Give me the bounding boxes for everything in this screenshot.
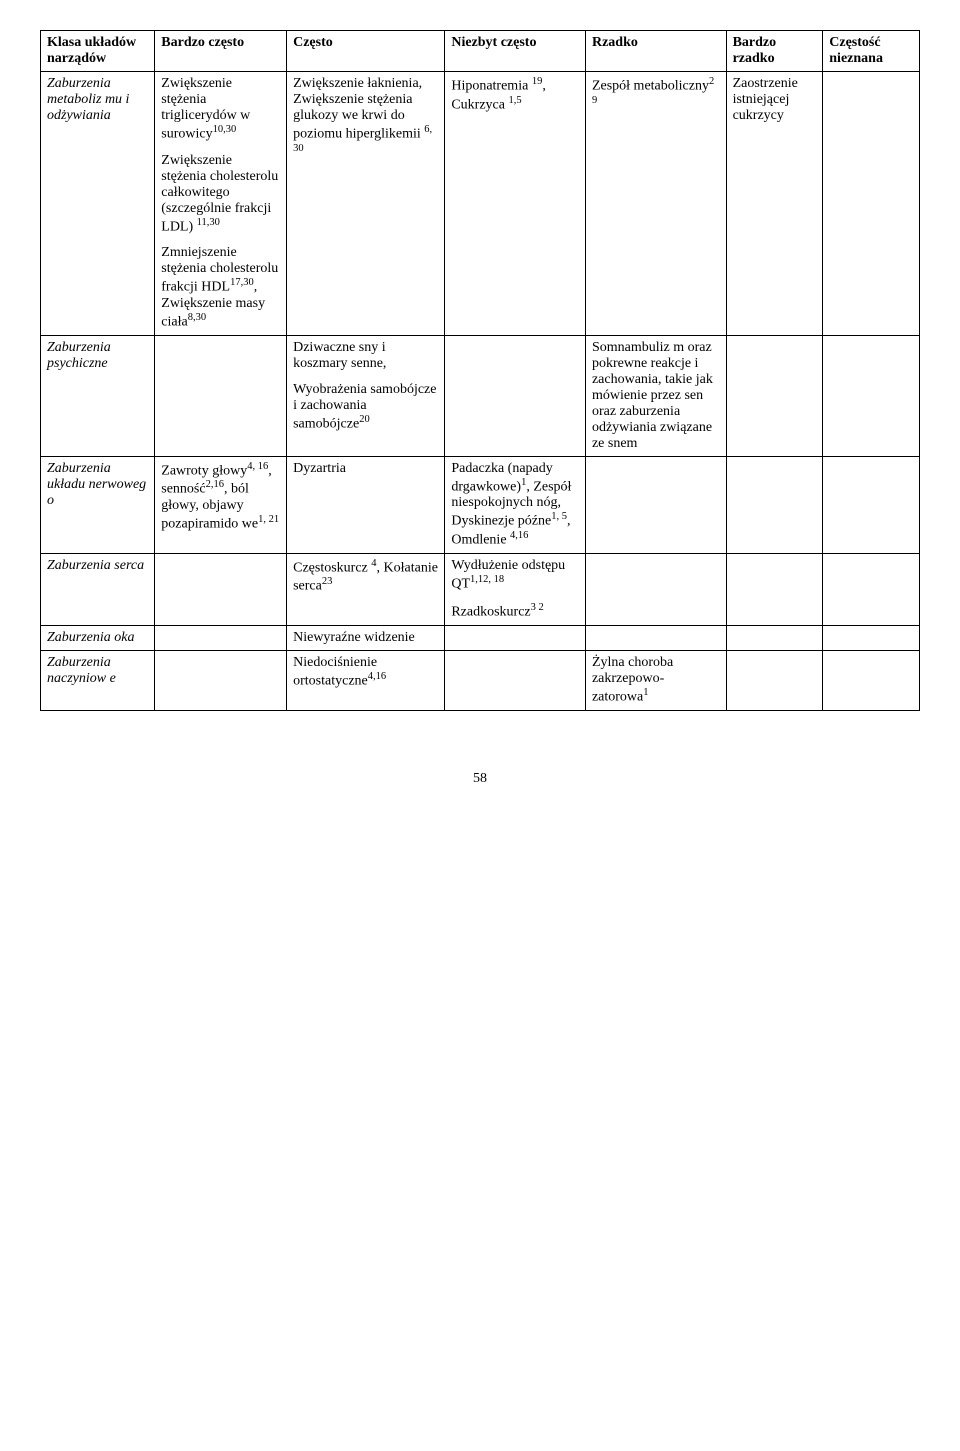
cell-paragraph: Zespół metaboliczny2 9: [592, 76, 720, 113]
cell-paragraph: Żylna choroba zakrzepowo-zatorowa1: [592, 655, 720, 706]
table-cell: [823, 553, 920, 625]
cell-paragraph: Niewyraźne widzenie: [293, 630, 438, 646]
table-cell: [726, 625, 823, 650]
table-row: Zaburzenia serca Częstoskurcz 4, Kołatani…: [41, 553, 920, 625]
table-row: Zaburzenia oka Niewyraźne widzenie: [41, 625, 920, 650]
cell-paragraph: Zaostrzenie istniejącej cukrzycy: [733, 76, 817, 124]
table-cell: Zespół metaboliczny2 9: [585, 72, 726, 336]
table-cell: Wydłużenie odstępu QT1,12, 18 Rzadkoskurc…: [445, 553, 586, 625]
table-cell: [585, 456, 726, 553]
table-cell: Niedociśnienie ortostatyczne4,16: [287, 650, 445, 710]
column-header: Częstość nieznana: [823, 31, 920, 72]
table-cell: [823, 650, 920, 710]
page-number: 58: [40, 771, 920, 787]
table-cell: Częstoskurcz 4, Kołatanie serca23: [287, 553, 445, 625]
table-row: Zaburzenia układu nerwoweg oZawroty głow…: [41, 456, 920, 553]
table-row: Zaburzenia naczyniow e Niedociśnienie ort…: [41, 650, 920, 710]
table-cell: [155, 625, 287, 650]
table-cell: [445, 335, 586, 456]
cell-paragraph: Częstoskurcz 4, Kołatanie serca23: [293, 558, 438, 595]
table-cell: Zwiększenie łaknienia, Zwiększenie stęże…: [287, 72, 445, 336]
cell-paragraph: Somnambuliz m oraz pokrewne reakcje i za…: [592, 340, 720, 452]
column-header: Bardzo rzadko: [726, 31, 823, 72]
table-cell: [155, 650, 287, 710]
table-body: Zaburzenia metaboliz mu i odżywianiaZwię…: [41, 72, 920, 711]
row-label: Zaburzenia psychiczne: [41, 335, 155, 456]
cell-paragraph: Rzadkoskurcz3 2: [451, 602, 579, 621]
table-row: Zaburzenia psychiczne Dziwaczne sny i kos…: [41, 335, 920, 456]
cell-paragraph: Wyobrażenia samobójcze i zachowania samo…: [293, 382, 438, 433]
table-cell: [726, 553, 823, 625]
cell-paragraph: Zwiększenie stężenia cholesterolu całkow…: [161, 153, 280, 236]
table-cell: [445, 625, 586, 650]
cell-paragraph: Dziwaczne sny i koszmary senne,: [293, 340, 438, 372]
cell-paragraph: Zawroty głowy4, 16, senność2,16, ból gło…: [161, 461, 280, 533]
table-cell: Padaczka (napady drgawkowe)1, Zespół nie…: [445, 456, 586, 553]
row-label: Zaburzenia układu nerwoweg o: [41, 456, 155, 553]
table-cell: [155, 553, 287, 625]
table-cell: [445, 650, 586, 710]
table-cell: [726, 456, 823, 553]
column-header: Często: [287, 31, 445, 72]
column-header: Bardzo często: [155, 31, 287, 72]
table-cell: [823, 625, 920, 650]
cell-paragraph: Dyzartria: [293, 461, 438, 477]
adverse-effects-table: Klasa układów narządówBardzo częstoCzęst…: [40, 30, 920, 711]
row-label: Zaburzenia serca: [41, 553, 155, 625]
table-header: Klasa układów narządówBardzo częstoCzęst…: [41, 31, 920, 72]
cell-paragraph: Padaczka (napady drgawkowe)1, Zespół nie…: [451, 461, 579, 549]
table-cell: Dyzartria: [287, 456, 445, 553]
cell-paragraph: Wydłużenie odstępu QT1,12, 18: [451, 558, 579, 593]
column-header: Rzadko: [585, 31, 726, 72]
table-cell: Hiponatremia 19, Cukrzyca 1,5: [445, 72, 586, 336]
table-cell: Zwiększenie stężenia triglicerydów w sur…: [155, 72, 287, 336]
row-label: Zaburzenia naczyniow e: [41, 650, 155, 710]
cell-paragraph: Hiponatremia 19, Cukrzyca 1,5: [451, 76, 579, 113]
table-cell: [823, 72, 920, 336]
table-cell: Somnambuliz m oraz pokrewne reakcje i za…: [585, 335, 726, 456]
table-header-row: Klasa układów narządówBardzo częstoCzęst…: [41, 31, 920, 72]
table-cell: [823, 456, 920, 553]
cell-paragraph: Zmniejszenie stężenia cholesterolu frakc…: [161, 245, 280, 330]
cell-paragraph: Zwiększenie łaknienia, Zwiększenie stęże…: [293, 76, 438, 161]
table-cell: Niewyraźne widzenie: [287, 625, 445, 650]
table-cell: [585, 553, 726, 625]
table-cell: [823, 335, 920, 456]
table-cell: [585, 625, 726, 650]
table-cell: [726, 335, 823, 456]
table-cell: Zawroty głowy4, 16, senność2,16, ból gło…: [155, 456, 287, 553]
cell-paragraph: Zwiększenie stężenia triglicerydów w sur…: [161, 76, 280, 143]
table-cell: Zaostrzenie istniejącej cukrzycy: [726, 72, 823, 336]
table-cell: Żylna choroba zakrzepowo-zatorowa1: [585, 650, 726, 710]
table-cell: [155, 335, 287, 456]
cell-paragraph: Niedociśnienie ortostatyczne4,16: [293, 655, 438, 690]
table-cell: Dziwaczne sny i koszmary senne, Wyobrażen…: [287, 335, 445, 456]
row-label: Zaburzenia oka: [41, 625, 155, 650]
column-header: Niezbyt często: [445, 31, 586, 72]
row-label: Zaburzenia metaboliz mu i odżywiania: [41, 72, 155, 336]
table-cell: [726, 650, 823, 710]
table-row: Zaburzenia metaboliz mu i odżywianiaZwię…: [41, 72, 920, 336]
column-header: Klasa układów narządów: [41, 31, 155, 72]
